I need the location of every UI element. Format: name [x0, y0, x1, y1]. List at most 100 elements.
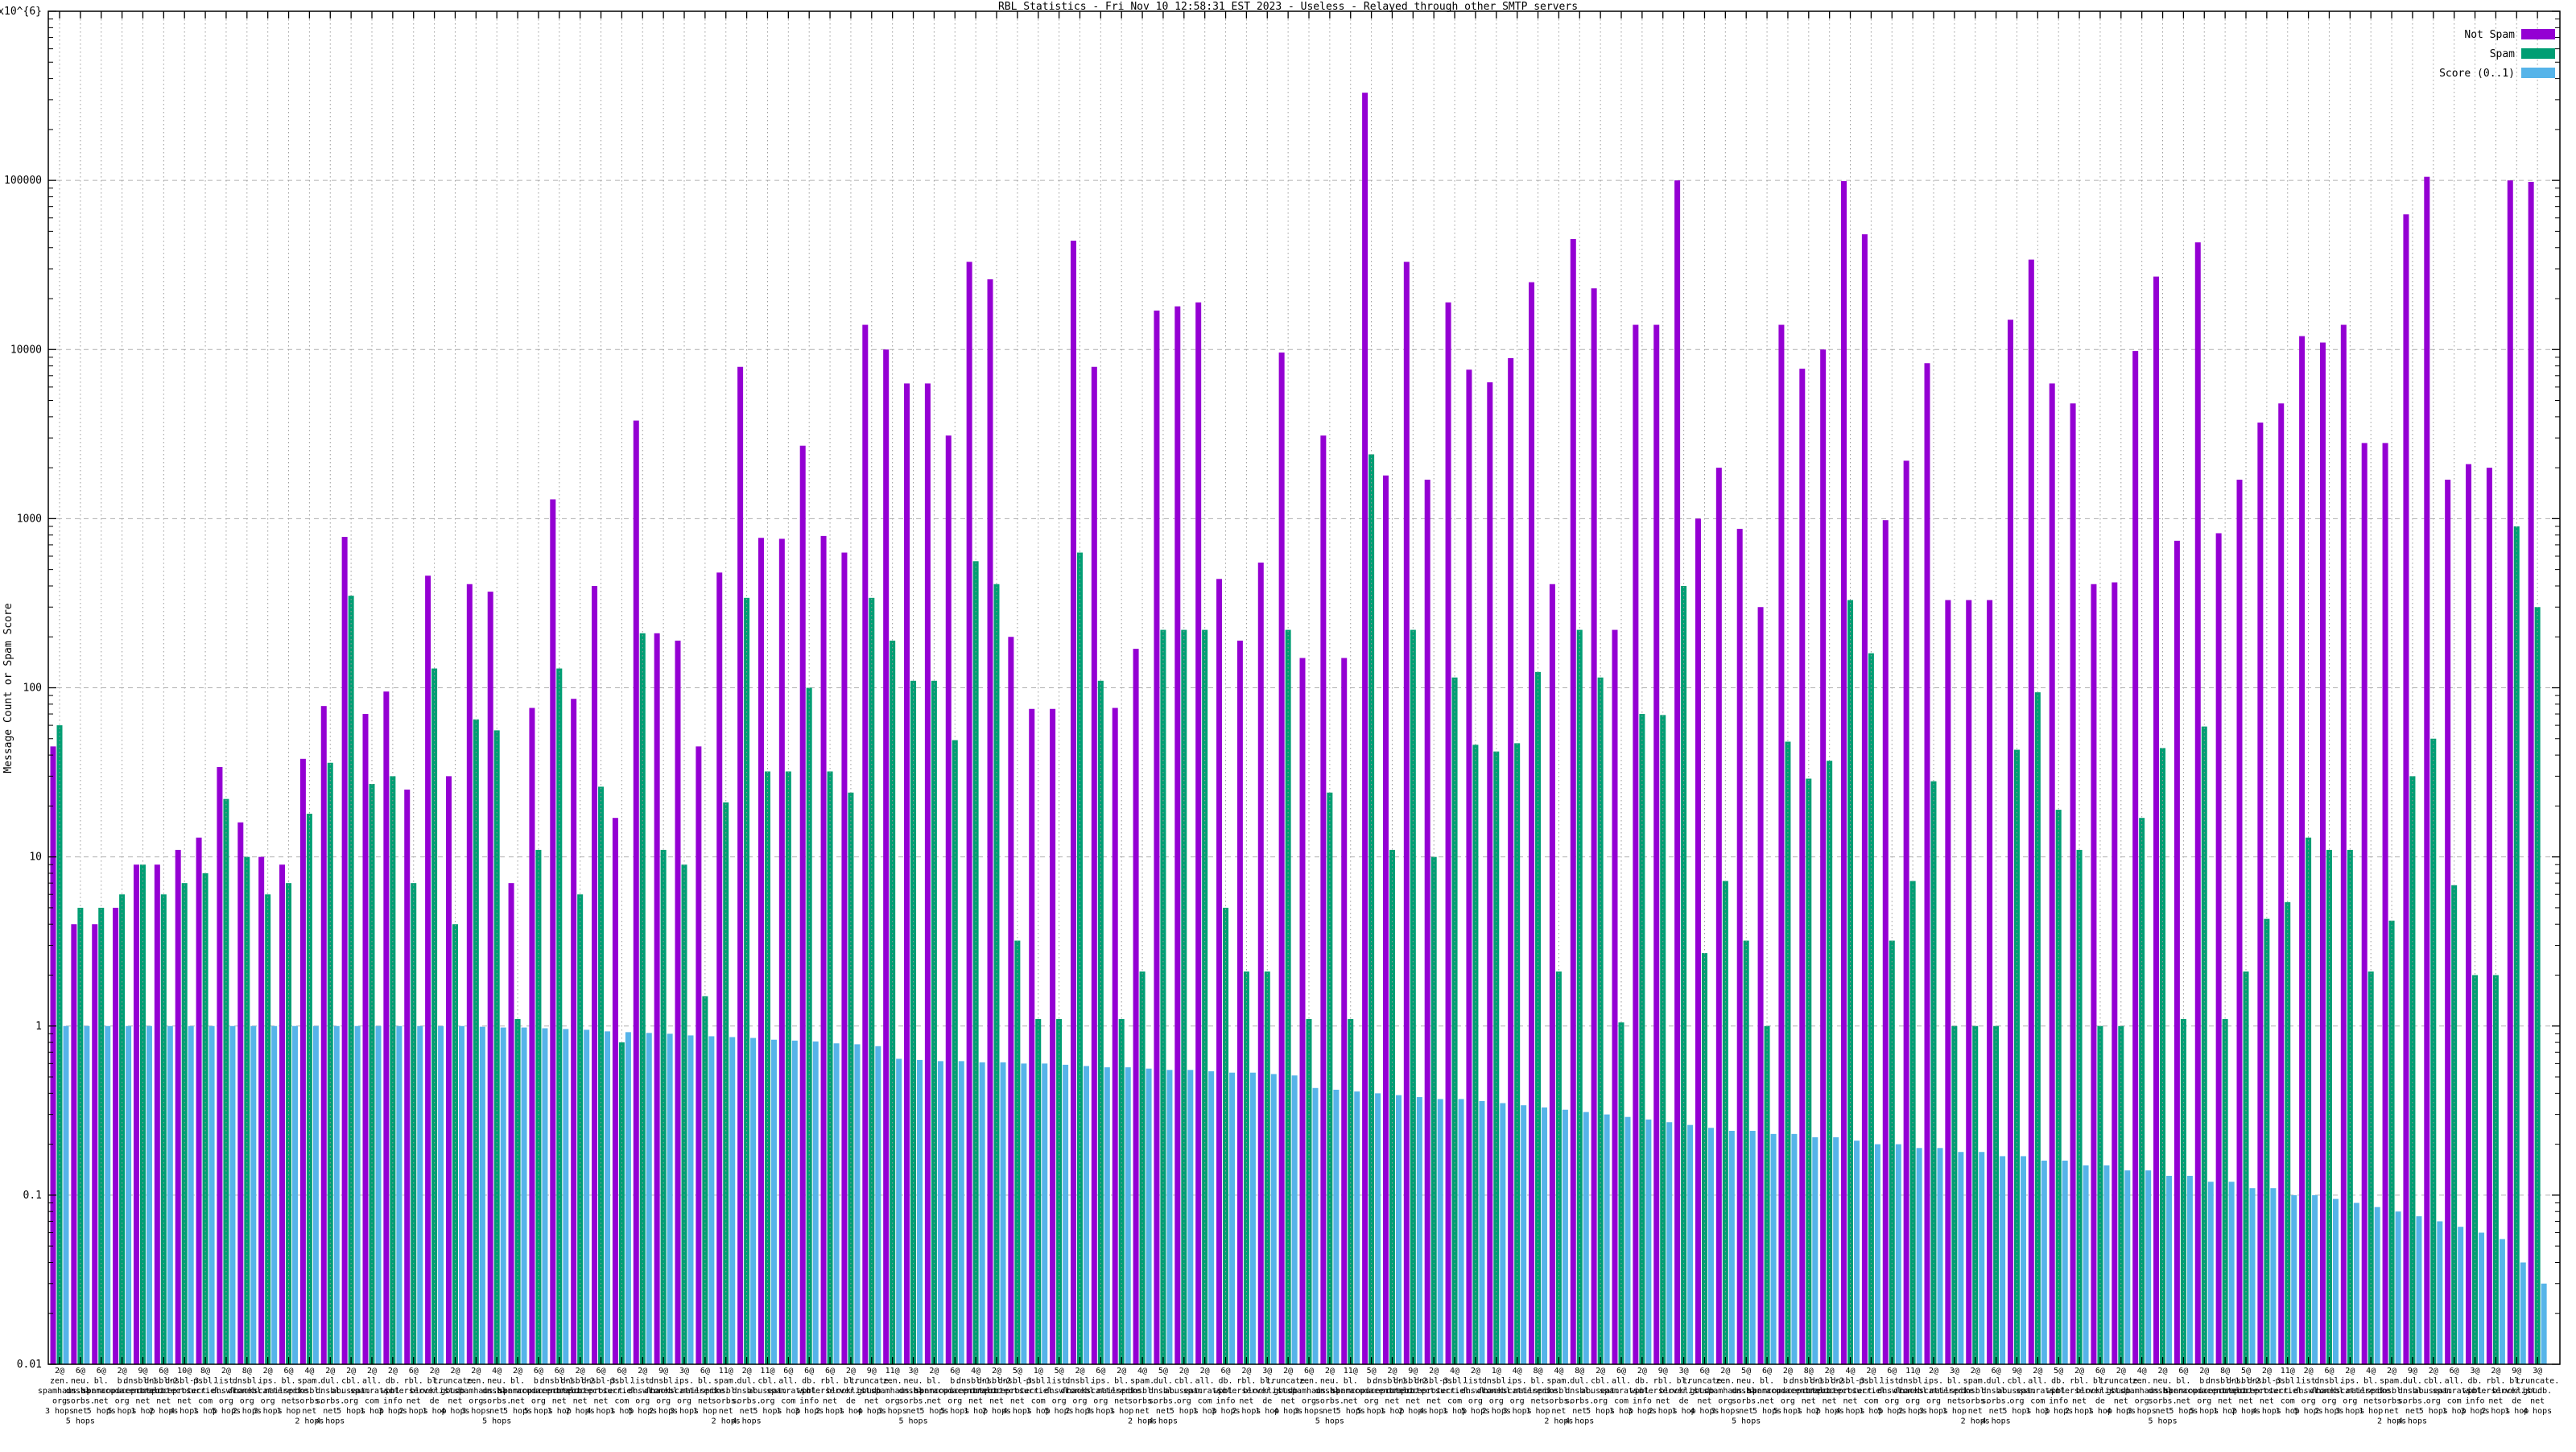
x-tick-label: mailspike. — [1513, 1387, 1562, 1396]
bar-score — [146, 1025, 152, 1364]
x-tick-label: 9@ — [1408, 1367, 1418, 1376]
x-tick-label: 3@ — [909, 1367, 919, 1376]
legend: Not Spam Spam Score (0..1) — [2439, 29, 2555, 80]
bar-score — [1542, 1107, 1548, 1364]
bar-score — [1333, 1089, 1340, 1364]
x-tick-label: uceprotect. — [1782, 1387, 1835, 1396]
bar-not-spam — [1799, 369, 1806, 1365]
bar-score — [937, 1061, 943, 1364]
x-tick-label: 4 hops — [1690, 1407, 1719, 1416]
x-tick-label: ips. — [2340, 1377, 2359, 1386]
bar-spam — [2180, 1019, 2186, 1364]
x-tick-label: rbl. — [820, 1377, 840, 1386]
x-tick-label: abuseat. — [748, 1387, 786, 1396]
x-tick-label: 3 hops — [1211, 1407, 1240, 1416]
x-tick-label: org — [1781, 1397, 1795, 1406]
bar-spam — [1160, 629, 1166, 1364]
x-tick-label: 4 hops — [857, 1407, 886, 1416]
x-tick-label: 2@ — [1075, 1367, 1084, 1376]
x-tick-label: 1 hop — [1609, 1407, 1633, 1416]
bar-spam — [744, 597, 750, 1364]
x-tick-label: 3@ — [2471, 1367, 2480, 1376]
bar-not-spam — [1445, 302, 1451, 1365]
x-tick-label: net — [2363, 1397, 2378, 1406]
x-tick-label: de — [2095, 1397, 2105, 1406]
bar-spam — [77, 907, 84, 1364]
bar-score — [1687, 1124, 1694, 1364]
x-tick-label: info — [2465, 1397, 2484, 1406]
x-tick-label: backscatterer. — [1067, 1387, 1134, 1396]
x-tick-label: dnsbl. — [1315, 1387, 1344, 1396]
x-tick-label: 11@ — [719, 1367, 733, 1376]
bar-not-spam — [1653, 324, 1660, 1364]
x-tick-label: 6@ — [597, 1367, 606, 1376]
x-tick-label: 9@ — [138, 1367, 147, 1376]
x-tick-label: bl. — [2509, 1377, 2524, 1386]
x-tick-label: 2 hops — [1482, 1407, 1511, 1416]
bar-score — [105, 1025, 111, 1364]
bar-not-spam — [571, 699, 577, 1364]
bar-spam — [411, 883, 417, 1364]
bar-score — [979, 1062, 985, 1364]
x-tick-label: sorbs. — [1128, 1397, 1157, 1406]
x-tick-label: interserver. — [801, 1387, 859, 1396]
x-tick-label: truncate. — [850, 1377, 894, 1386]
x-tick-label: 2@ — [1596, 1367, 1605, 1376]
x-tick-label: sorbs. — [1544, 1397, 1573, 1406]
x-tick-label: 1 hop — [776, 1407, 800, 1416]
x-tick-label: 3 hops — [1711, 1407, 1740, 1416]
bar-not-spam — [2424, 176, 2430, 1364]
x-tick-label: com — [1864, 1397, 1878, 1406]
x-tick-label: org — [2322, 1397, 2336, 1406]
x-tick-label: 1 hop — [1026, 1407, 1051, 1416]
x-tick-label: dnsbl-2. — [1393, 1377, 1432, 1386]
x-tick-label: 2@ — [2262, 1367, 2272, 1376]
bar-not-spam — [1757, 607, 1764, 1364]
bar-spam — [2243, 971, 2249, 1364]
x-tick-label: 8@ — [1534, 1367, 1543, 1376]
y-tick-labels: 1x10^{6} 100000 10000 1000 100 10 1 0.1 0.01 — [0, 6, 42, 1371]
x-tick-label: dnsbl-3. — [998, 1377, 1037, 1386]
x-tick-label: net — [1344, 1397, 1358, 1406]
x-tick-label: net — [740, 1407, 754, 1416]
x-tick-label: 2@ — [638, 1367, 647, 1376]
bar-not-spam — [2466, 464, 2472, 1364]
x-tick-label: dnsbl. — [1982, 1387, 2011, 1396]
bar-score — [1979, 1152, 1985, 1364]
x-tick-label: 2@ — [2387, 1367, 2396, 1376]
bar-not-spam — [758, 538, 764, 1365]
bar-score — [312, 1025, 319, 1364]
x-tick-label: cbl. — [341, 1377, 361, 1386]
bar-not-spam — [1133, 649, 1139, 1364]
bar-not-spam — [987, 279, 993, 1364]
x-tick-label: 3 hops — [461, 1407, 490, 1416]
x-tick-label: blocklist. — [1659, 1387, 1707, 1396]
bar-not-spam — [92, 924, 98, 1364]
bar-not-spam — [1466, 369, 1472, 1364]
x-tick-label: 2@ — [992, 1367, 1001, 1376]
bar-not-spam — [175, 849, 181, 1364]
x-tick-label: dnsbl. — [2377, 1387, 2406, 1396]
x-tick-label: net — [1114, 1397, 1129, 1406]
x-tick-label: 1 hop — [2276, 1407, 2300, 1416]
bar-not-spam — [945, 435, 952, 1364]
x-tick-label: surriel. — [2268, 1387, 2307, 1396]
bar-score — [1291, 1075, 1298, 1364]
bar-not-spam — [2070, 403, 2076, 1364]
x-tick-label: neu. — [487, 1377, 506, 1386]
x-tick-label: 1 hop — [1859, 1407, 1883, 1416]
x-tick-label: 2@ — [2199, 1367, 2209, 1376]
bars — [50, 93, 2547, 1365]
axes-and-ticks — [47, 10, 2561, 1365]
x-tick-label: net — [2260, 1397, 2274, 1406]
bar-not-spam — [737, 366, 744, 1364]
x-tick-label: 4 hops — [2107, 1407, 2136, 1416]
bar-not-spam — [299, 758, 306, 1364]
bar-score — [791, 1040, 798, 1364]
bar-not-spam — [1924, 363, 1930, 1365]
x-tick-label: spamcop. — [1331, 1387, 1370, 1396]
x-tick-label: 5@ — [1055, 1367, 1064, 1376]
x-tick-label: dnsbl-2. — [977, 1377, 1016, 1386]
y-tick-label: 1x10^{6} — [0, 6, 42, 18]
